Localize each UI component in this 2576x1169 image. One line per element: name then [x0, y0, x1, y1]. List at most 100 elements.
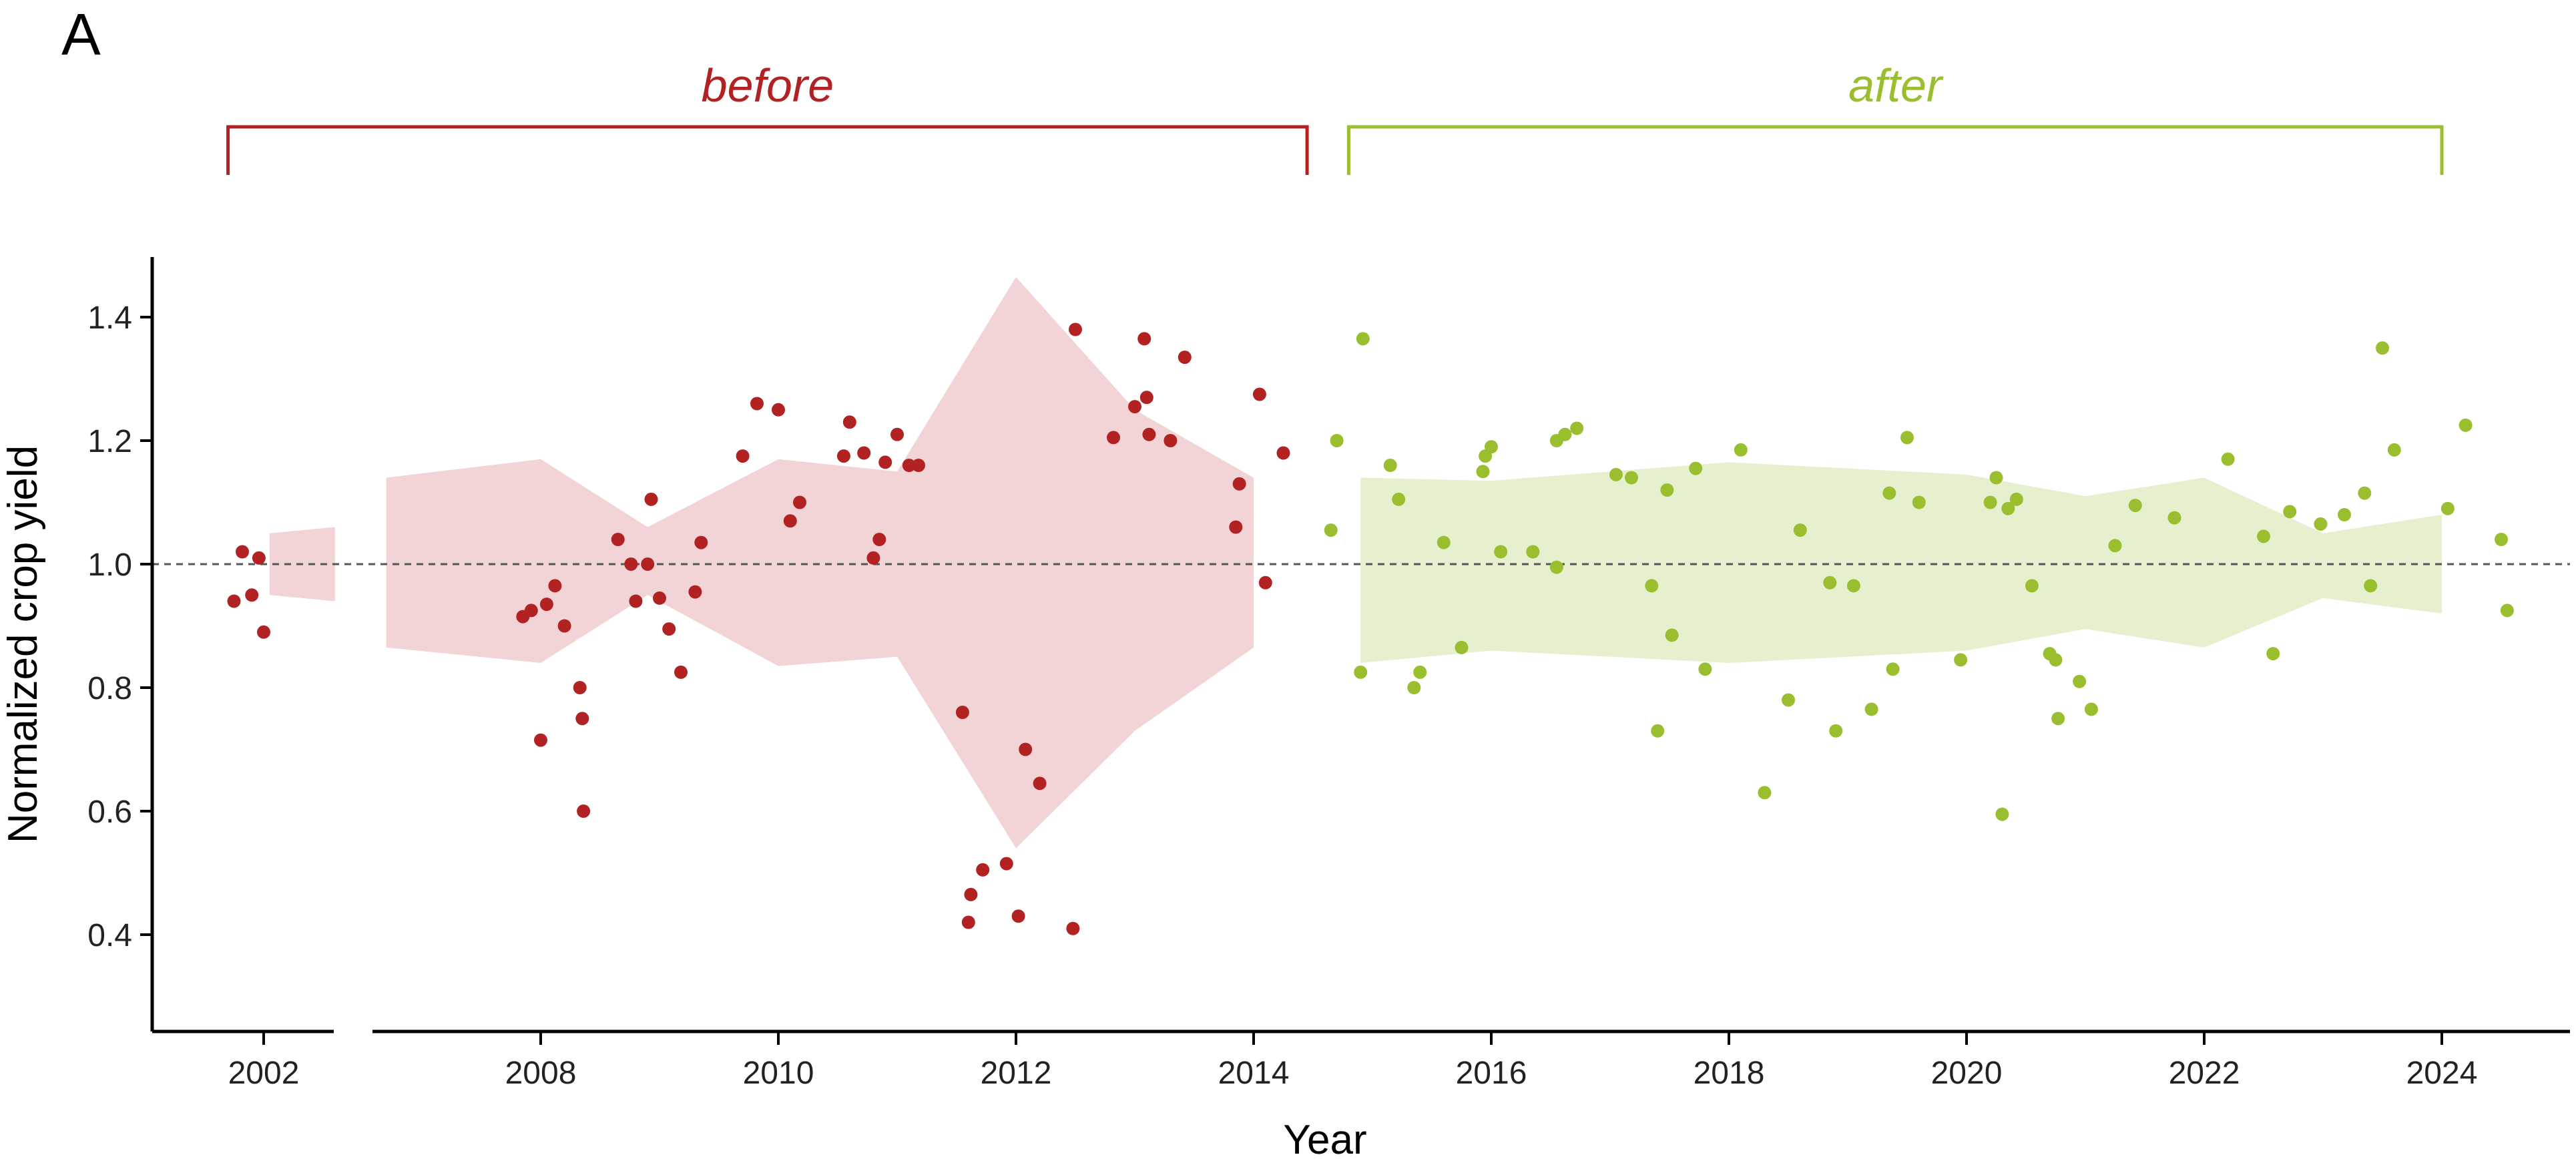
point-after-63 — [2387, 443, 2401, 457]
point-before-18 — [644, 492, 658, 506]
point-after-32 — [1829, 724, 1843, 738]
point-before-3 — [252, 551, 266, 565]
point-after-53 — [2167, 511, 2181, 525]
point-after-39 — [1954, 653, 1968, 667]
x-tick-label-0: 2002 — [228, 1056, 300, 1091]
point-after-40 — [1983, 495, 1997, 509]
y-tick-label-1: 0.6 — [87, 794, 132, 830]
point-before-35 — [890, 427, 904, 441]
band-before-1 — [386, 276, 1254, 849]
point-after-5 — [1392, 492, 1406, 506]
point-before-9 — [548, 579, 562, 593]
x-tick-label-4: 2014 — [1218, 1056, 1290, 1091]
point-after-54 — [2221, 452, 2235, 466]
x-tick-label-2: 2010 — [743, 1056, 814, 1091]
point-before-39 — [961, 915, 975, 929]
point-after-36 — [1886, 662, 1900, 676]
point-before-14 — [611, 533, 625, 546]
point-before-48 — [1107, 431, 1120, 445]
point-before-40 — [964, 887, 978, 901]
point-after-59 — [2338, 508, 2351, 521]
point-after-24 — [1665, 628, 1679, 642]
point-after-55 — [2257, 529, 2270, 543]
point-after-23 — [1660, 483, 1674, 497]
point-after-58 — [2314, 517, 2328, 531]
point-before-0 — [227, 594, 241, 608]
bracket-before — [226, 125, 1309, 175]
x-tick-label-1: 2008 — [505, 1056, 577, 1091]
point-after-21 — [1645, 579, 1659, 593]
x-tick-label-6: 2018 — [1694, 1056, 1765, 1091]
uncertainty-bands — [269, 276, 2442, 849]
point-before-45 — [1033, 776, 1047, 790]
point-after-49 — [2073, 674, 2087, 688]
point-after-51 — [2108, 539, 2122, 553]
point-after-66 — [2495, 533, 2508, 546]
point-before-53 — [1164, 434, 1178, 447]
x-tick-label-8: 2022 — [2169, 1056, 2240, 1091]
point-after-56 — [2266, 647, 2280, 661]
point-after-43 — [2001, 501, 2015, 515]
point-before-25 — [750, 397, 764, 411]
point-before-12 — [575, 712, 589, 726]
point-after-18 — [1570, 421, 1584, 435]
point-before-41 — [976, 863, 990, 877]
point-before-6 — [524, 604, 538, 618]
axes: 0.4 0.6 0.8 1.0 1.2 1.4 2002 2008 2010 2012 2014 20… — [87, 257, 2570, 1091]
point-after-35 — [1882, 486, 1896, 500]
point-after-42 — [1995, 807, 2009, 821]
point-before-33 — [872, 533, 886, 546]
point-after-20 — [1625, 471, 1638, 485]
point-after-10 — [1476, 465, 1490, 479]
point-after-52 — [2128, 499, 2142, 513]
point-before-59 — [1276, 446, 1290, 460]
point-before-17 — [641, 557, 655, 571]
point-after-14 — [1526, 545, 1540, 559]
point-after-28 — [1758, 786, 1772, 800]
point-after-22 — [1651, 724, 1665, 738]
point-before-27 — [783, 514, 797, 528]
point-after-13 — [1494, 545, 1508, 559]
point-before-51 — [1139, 391, 1153, 405]
point-before-15 — [624, 557, 638, 571]
point-before-58 — [1258, 575, 1272, 590]
group-label-before: before — [702, 59, 834, 111]
x-tick-label-7: 2020 — [1931, 1056, 2003, 1091]
point-before-57 — [1252, 387, 1266, 401]
point-after-17 — [1558, 427, 1572, 441]
point-after-60 — [2358, 486, 2372, 500]
point-after-50 — [2084, 702, 2098, 716]
point-before-46 — [1066, 921, 1080, 935]
group-brackets: before after — [226, 59, 2444, 175]
point-before-23 — [694, 535, 708, 549]
point-before-10 — [557, 619, 571, 633]
point-after-7 — [1413, 665, 1427, 679]
point-before-8 — [539, 598, 553, 612]
point-before-32 — [866, 551, 880, 565]
point-after-26 — [1698, 662, 1712, 676]
point-before-44 — [1019, 742, 1033, 756]
point-after-31 — [1823, 575, 1837, 590]
point-after-61 — [2364, 579, 2378, 593]
y-tick-label-3: 1.0 — [87, 547, 132, 583]
point-after-38 — [1912, 495, 1926, 509]
point-before-38 — [955, 706, 969, 719]
panel-label: A — [61, 1, 101, 67]
x-tick-label-5: 2016 — [1456, 1056, 1527, 1091]
point-after-33 — [1846, 579, 1860, 593]
y-tick-label-4: 1.2 — [87, 424, 132, 459]
bracket-after — [1346, 125, 2444, 175]
point-after-41 — [1989, 471, 2003, 485]
point-before-2 — [245, 588, 259, 602]
point-after-15 — [1549, 560, 1563, 574]
point-before-13 — [577, 804, 591, 818]
point-before-47 — [1069, 322, 1082, 336]
point-after-12 — [1485, 440, 1498, 454]
point-after-30 — [1793, 523, 1807, 537]
point-before-24 — [736, 449, 750, 463]
point-after-57 — [2283, 505, 2297, 519]
point-after-2 — [1354, 665, 1368, 679]
band-after-0 — [1360, 462, 2442, 663]
point-after-45 — [2025, 579, 2039, 593]
point-before-21 — [674, 665, 688, 679]
